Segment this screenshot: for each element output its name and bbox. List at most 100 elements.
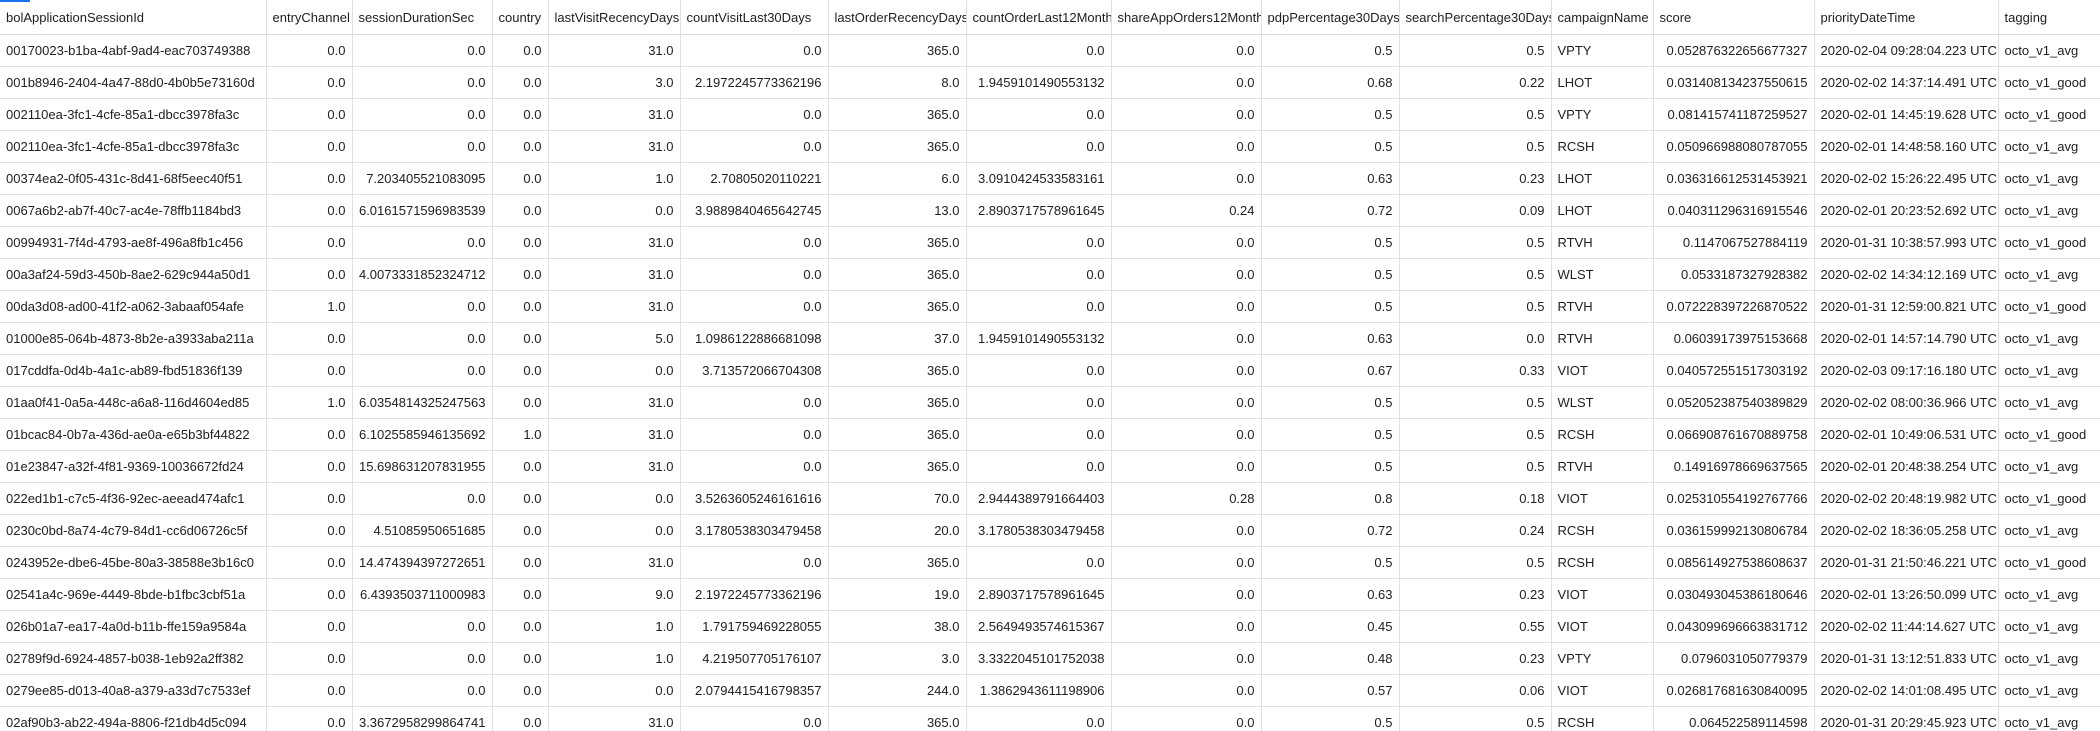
cell-tagging: octo_v1_good <box>1998 98 2100 131</box>
cell-campaign-name: RCSH <box>1551 130 1654 163</box>
table-row[interactable]: 02af90b3-ab22-494a-8806-f21db4d5c094 0.0 3… <box>0 706 2100 731</box>
table-row[interactable]: 01aa0f41-0a5a-448c-a6a8-116d4604ed85 1.0 6… <box>0 386 2100 419</box>
table-row[interactable]: 0243952e-dbe6-45be-80a3-38588e3b16c0 0.0 1… <box>0 546 2100 579</box>
cell-entry-channel: 0.0 <box>266 258 353 291</box>
cell-entry-channel: 0.0 <box>266 354 353 387</box>
cell-pdp-percentage-30-days: 0.72 <box>1261 194 1400 227</box>
table-row[interactable]: 02541a4c-969e-4449-8bde-b1fbc3cbf51a 0.0 6… <box>0 578 2100 611</box>
table-row[interactable]: 01bcac84-0b7a-436d-ae0a-e65b3bf44822 0.0 6… <box>0 418 2100 451</box>
table-row[interactable]: 00a3af24-59d3-450b-8ae2-629c944a50d1 0.0 4… <box>0 258 2100 291</box>
cell-last-visit-recency-days: 0.0 <box>548 354 681 387</box>
cell-priority-date-time: 2020-01-31 20:29:45.923 UTC <box>1814 706 1999 731</box>
cell-country: 0.0 <box>492 578 549 611</box>
cell-pdp-percentage-30-days: 0.63 <box>1261 578 1400 611</box>
table-row[interactable]: 02789f9d-6924-4857-b038-1eb92a2ff382 0.0 0… <box>0 642 2100 675</box>
cell-search-percentage-30-days: 0.5 <box>1399 226 1552 259</box>
cell-share-app-orders-12-month: 0.0 <box>1111 290 1262 323</box>
cell-priority-date-time: 2020-02-04 09:28:04.223 UTC <box>1814 34 1999 67</box>
cell-country: 0.0 <box>492 162 549 195</box>
cell-campaign-name: VPTY <box>1551 642 1654 675</box>
cell-country: 0.0 <box>492 322 549 355</box>
cell-share-app-orders-12-month: 0.28 <box>1111 482 1262 515</box>
cell-session-duration-sec: 0.0 <box>352 354 493 387</box>
cell-score: 0.031408134237550615 <box>1653 66 1815 99</box>
column-header-session-duration-sec[interactable]: sessionDurationSec <box>352 0 493 35</box>
table-row[interactable]: 002110ea-3fc1-4cfe-85a1-dbcc3978fa3c 0.0 0… <box>0 130 2100 163</box>
column-header-campaign-name[interactable]: campaignName <box>1551 0 1654 35</box>
cell-search-percentage-30-days: 0.5 <box>1399 386 1552 419</box>
cell-share-app-orders-12-month: 0.0 <box>1111 66 1262 99</box>
cell-share-app-orders-12-month: 0.0 <box>1111 578 1262 611</box>
cell-count-visit-last-30-days: 0.0 <box>680 418 829 451</box>
cell-share-app-orders-12-month: 0.0 <box>1111 418 1262 451</box>
cell-session-duration-sec: 6.4393503711000983 <box>352 578 493 611</box>
column-header-count-order-last-12-month[interactable]: countOrderLast12Month <box>966 0 1112 35</box>
cell-country: 0.0 <box>492 194 549 227</box>
cell-tagging: octo_v1_avg <box>1998 706 2100 731</box>
column-header-share-app-orders-12-month[interactable]: shareAppOrders12Month <box>1111 0 1262 35</box>
cell-entry-channel: 0.0 <box>266 642 353 675</box>
cell-priority-date-time: 2020-02-01 14:48:58.160 UTC <box>1814 130 1999 163</box>
cell-count-order-last-12-month: 0.0 <box>966 450 1112 483</box>
table-row[interactable]: 017cddfa-0d4b-4a1c-ab89-fbd51836f139 0.0 0… <box>0 354 2100 387</box>
cell-pdp-percentage-30-days: 0.5 <box>1261 226 1400 259</box>
column-header-priority-date-time[interactable]: priorityDateTime <box>1814 0 1999 35</box>
cell-pdp-percentage-30-days: 0.5 <box>1261 290 1400 323</box>
table-row[interactable]: 0279ee85-d013-40a8-a379-a33d7c7533ef 0.0 0… <box>0 674 2100 707</box>
cell-tagging: octo_v1_avg <box>1998 514 2100 547</box>
column-header-pdp-percentage-30-days[interactable]: pdpPercentage30Days <box>1261 0 1400 35</box>
cell-score: 0.0796031050779379 <box>1653 642 1815 675</box>
table-row[interactable]: 0067a6b2-ab7f-40c7-ac4e-78ffb1184bd3 0.0 6… <box>0 194 2100 227</box>
column-header-score[interactable]: score <box>1653 0 1815 35</box>
cell-session-id: 02af90b3-ab22-494a-8806-f21db4d5c094 <box>0 706 267 731</box>
cell-share-app-orders-12-month: 0.0 <box>1111 706 1262 731</box>
table-row[interactable]: 01e23847-a32f-4f81-9369-10036672fd24 0.0 1… <box>0 450 2100 483</box>
cell-last-order-recency-days: 70.0 <box>828 482 967 515</box>
cell-country: 0.0 <box>492 34 549 67</box>
table-row[interactable]: 01000e85-064b-4873-8b2e-a3933aba211a 0.0 0… <box>0 322 2100 355</box>
table-row[interactable]: 0230c0bd-8a74-4c79-84d1-cc6d06726c5f 0.0 4… <box>0 514 2100 547</box>
column-header-entry-channel[interactable]: entryChannel <box>266 0 353 35</box>
table-row[interactable]: 00994931-7f4d-4793-ae8f-496a8fb1c456 0.0 0… <box>0 226 2100 259</box>
column-header-last-order-recency-days[interactable]: lastOrderRecencyDays <box>828 0 967 35</box>
table-row[interactable]: 001b8946-2404-4a47-88d0-4b0b5e73160d 0.0 0… <box>0 66 2100 99</box>
cell-tagging: octo_v1_good <box>1998 66 2100 99</box>
cell-session-id: 002110ea-3fc1-4cfe-85a1-dbcc3978fa3c <box>0 98 267 131</box>
cell-session-id: 002110ea-3fc1-4cfe-85a1-dbcc3978fa3c <box>0 130 267 163</box>
table-row[interactable]: 002110ea-3fc1-4cfe-85a1-dbcc3978fa3c 0.0 0… <box>0 98 2100 131</box>
cell-search-percentage-30-days: 0.55 <box>1399 610 1552 643</box>
table-row[interactable]: 00170023-b1ba-4abf-9ad4-eac703749388 0.0 0… <box>0 34 2100 67</box>
cell-score: 0.064522589114598 <box>1653 706 1815 731</box>
column-header-session-id[interactable]: bolApplicationSessionId <box>0 0 267 35</box>
table-row[interactable]: 00374ea2-0f05-431c-8d41-68f5eec40f51 0.0 7… <box>0 162 2100 195</box>
cell-search-percentage-30-days: 0.22 <box>1399 66 1552 99</box>
cell-last-visit-recency-days: 31.0 <box>548 226 681 259</box>
cell-count-order-last-12-month: 0.0 <box>966 130 1112 163</box>
cell-entry-channel: 0.0 <box>266 194 353 227</box>
cell-count-order-last-12-month: 3.1780538303479458 <box>966 514 1112 547</box>
cell-session-id: 0279ee85-d013-40a8-a379-a33d7c7533ef <box>0 674 267 707</box>
cell-share-app-orders-12-month: 0.0 <box>1111 642 1262 675</box>
cell-session-duration-sec: 3.3672958299864741 <box>352 706 493 731</box>
column-header-country[interactable]: country <box>492 0 549 35</box>
column-header-count-visit-last-30-days[interactable]: countVisitLast30Days <box>680 0 829 35</box>
cell-session-id: 017cddfa-0d4b-4a1c-ab89-fbd51836f139 <box>0 354 267 387</box>
cell-pdp-percentage-30-days: 0.5 <box>1261 706 1400 731</box>
cell-campaign-name: VIOT <box>1551 674 1654 707</box>
cell-count-order-last-12-month: 0.0 <box>966 386 1112 419</box>
table-row[interactable]: 022ed1b1-c7c5-4f36-92ec-aeead474afc1 0.0 0… <box>0 482 2100 515</box>
column-header-tagging[interactable]: tagging <box>1998 0 2100 35</box>
column-header-last-visit-recency-days[interactable]: lastVisitRecencyDays <box>548 0 681 35</box>
cell-session-duration-sec: 0.0 <box>352 34 493 67</box>
cell-count-order-last-12-month: 2.8903717578961645 <box>966 194 1112 227</box>
table-row[interactable]: 00da3d08-ad00-41f2-a062-3abaaf054afe 1.0 0… <box>0 290 2100 323</box>
cell-last-visit-recency-days: 1.0 <box>548 642 681 675</box>
cell-campaign-name: LHOT <box>1551 162 1654 195</box>
cell-session-duration-sec: 0.0 <box>352 290 493 323</box>
cell-priority-date-time: 2020-02-02 18:36:05.258 UTC <box>1814 514 1999 547</box>
cell-campaign-name: VIOT <box>1551 354 1654 387</box>
table-row[interactable]: 026b01a7-ea17-4a0d-b11b-ffe159a9584a 0.0 0… <box>0 610 2100 643</box>
cell-last-visit-recency-days: 0.0 <box>548 514 681 547</box>
cell-campaign-name: RCSH <box>1551 546 1654 579</box>
column-header-search-percentage-30-days[interactable]: searchPercentage30Days <box>1399 0 1552 35</box>
